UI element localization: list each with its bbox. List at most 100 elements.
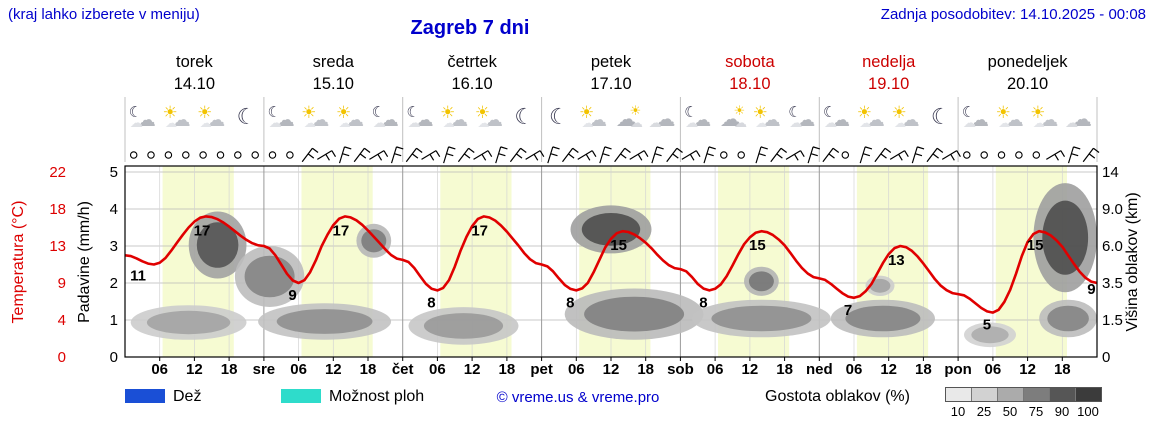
svg-text:12: 12 (742, 361, 759, 378)
svg-text:☁: ☁ (588, 109, 607, 131)
density-scale-label: 75 (1028, 404, 1044, 419)
svg-text:12: 12 (464, 361, 481, 378)
svg-text:8: 8 (566, 294, 574, 311)
svg-text:14: 14 (1102, 164, 1119, 181)
svg-text:☀: ☀ (579, 103, 594, 123)
svg-text:18: 18 (499, 361, 516, 378)
svg-text:☁: ☁ (655, 107, 676, 131)
svg-text:☀: ☀ (996, 103, 1011, 123)
svg-text:petek: petek (591, 53, 632, 71)
svg-text:☁: ☁ (720, 107, 741, 131)
svg-text:4: 4 (110, 201, 118, 218)
svg-text:☁: ☁ (859, 116, 871, 130)
svg-text:☁: ☁ (685, 116, 698, 131)
svg-text:☁: ☁ (831, 109, 850, 131)
svg-text:☀: ☀ (891, 103, 906, 123)
svg-text:14.10: 14.10 (174, 75, 215, 93)
showers-label: Možnost ploh (329, 388, 425, 405)
svg-text:18: 18 (1054, 361, 1071, 378)
svg-text:20.10: 20.10 (1007, 75, 1048, 93)
svg-text:☁: ☁ (894, 116, 906, 130)
svg-text:22: 22 (49, 164, 66, 181)
svg-text:17: 17 (333, 222, 350, 239)
svg-text:18: 18 (637, 361, 654, 378)
svg-text:8: 8 (427, 294, 435, 311)
cloud-density-scale: 10 25 50 75 90 100 (945, 387, 1102, 419)
svg-text:☾: ☾ (684, 103, 697, 121)
svg-text:☁: ☁ (449, 109, 468, 131)
density-scale-cell (998, 388, 1024, 401)
svg-text:☁: ☁ (1065, 116, 1078, 131)
svg-text:06: 06 (290, 361, 307, 378)
svg-text:☁: ☁ (415, 109, 434, 131)
svg-text:12: 12 (1019, 361, 1036, 378)
svg-text:☁: ☁ (269, 116, 282, 131)
svg-text:☾: ☾ (788, 103, 801, 121)
svg-text:☀: ☀ (753, 103, 768, 123)
svg-text:☁: ☁ (408, 116, 421, 131)
svg-text:☁: ☁ (692, 109, 711, 131)
svg-text:☁: ☁ (339, 116, 351, 130)
page-title: Zagreb 7 dni (410, 17, 530, 39)
svg-text:15.10: 15.10 (313, 75, 354, 93)
svg-text:sob: sob (667, 361, 694, 378)
svg-text:☁: ☁ (310, 109, 329, 131)
density-scale-label: 10 (950, 404, 966, 419)
svg-text:☁: ☁ (796, 109, 815, 131)
svg-text:☾: ☾ (962, 103, 975, 121)
svg-text:☀: ☀ (1030, 103, 1045, 123)
svg-text:6.0: 6.0 (1102, 238, 1123, 255)
svg-text:11: 11 (130, 268, 146, 285)
svg-text:18: 18 (360, 361, 377, 378)
svg-text:☁: ☁ (901, 109, 920, 131)
svg-text:☁: ☁ (345, 109, 364, 131)
svg-text:čet: čet (392, 361, 414, 378)
svg-text:18: 18 (49, 201, 66, 218)
svg-text:sobota: sobota (725, 53, 775, 71)
copyright-text: © vreme.us & vreme.pro (496, 389, 660, 406)
svg-text:0: 0 (1102, 349, 1110, 366)
svg-text:06: 06 (568, 361, 585, 378)
svg-text:12: 12 (186, 361, 203, 378)
svg-text:2: 2 (110, 275, 118, 292)
svg-text:06: 06 (846, 361, 863, 378)
svg-text:9.0: 9.0 (1102, 201, 1123, 218)
svg-text:13: 13 (888, 252, 905, 269)
svg-text:0: 0 (110, 349, 118, 366)
svg-text:06: 06 (429, 361, 446, 378)
svg-text:☁: ☁ (866, 109, 885, 131)
svg-text:☀: ☀ (475, 103, 490, 123)
density-scale-label: 25 (976, 404, 992, 419)
svg-text:15: 15 (749, 237, 766, 254)
svg-text:☁: ☁ (649, 116, 662, 131)
svg-text:ponedeljek: ponedeljek (988, 53, 1069, 71)
svg-text:3.5: 3.5 (1102, 275, 1123, 292)
svg-text:17: 17 (471, 222, 488, 239)
svg-text:☾: ☾ (931, 105, 951, 130)
svg-text:☀: ☀ (440, 103, 455, 123)
svg-text:☁: ☁ (484, 109, 503, 131)
last-update-text: Zadnja posodobitev: 14.10.2025 - 00:08 (880, 6, 1146, 23)
svg-text:18: 18 (915, 361, 932, 378)
svg-text:☁: ☁ (789, 116, 802, 131)
svg-text:nedelja: nedelja (862, 53, 916, 71)
svg-text:☁: ☁ (970, 109, 989, 131)
density-scale-bar (945, 387, 1102, 402)
svg-text:☀: ☀ (336, 103, 351, 123)
svg-text:9: 9 (1087, 281, 1095, 298)
svg-text:☾: ☾ (372, 103, 385, 121)
showers-swatch (281, 389, 321, 403)
svg-text:☀: ☀ (197, 103, 212, 123)
svg-text:17: 17 (194, 222, 211, 239)
svg-text:☁: ☁ (824, 116, 837, 131)
svg-text:☁: ☁ (1005, 109, 1024, 131)
svg-text:15: 15 (1027, 237, 1044, 254)
svg-text:18: 18 (221, 361, 238, 378)
svg-text:19.10: 19.10 (868, 75, 909, 93)
svg-text:15: 15 (610, 237, 627, 254)
svg-text:18.10: 18.10 (729, 75, 770, 93)
svg-text:☁: ☁ (304, 116, 316, 130)
svg-text:☁: ☁ (1033, 116, 1045, 130)
svg-text:1: 1 (110, 312, 118, 329)
